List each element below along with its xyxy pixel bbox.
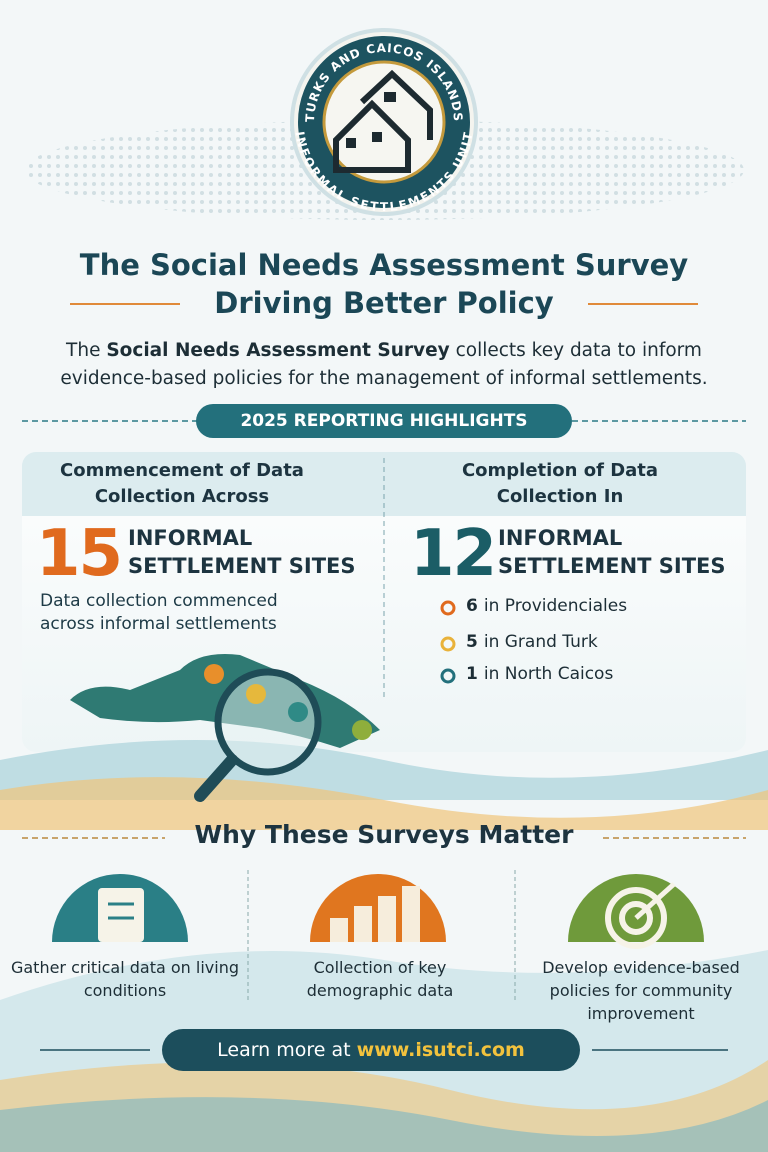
breakdown-item: 5 in Grand Turk xyxy=(466,632,598,652)
right-heading: Completion of Data Collection In xyxy=(461,460,659,507)
breakdown-place: in Grand Turk xyxy=(483,632,598,652)
intro-bold: Social Needs Assessment Survey xyxy=(106,340,450,361)
footer-prefix: Learn more at xyxy=(217,1039,357,1061)
title-line-2: Driving Better Policy xyxy=(214,286,554,320)
footer-url[interactable]: www.isutci.com xyxy=(356,1039,525,1061)
intro-suffix: collects key data to inform evidence-bas… xyxy=(60,340,708,389)
intro: The Social Needs Assessment Survey colle… xyxy=(40,337,728,393)
breakdown-count: 6 xyxy=(466,596,478,616)
left-note: Data collection commenced across informa… xyxy=(40,591,278,634)
title-line-1: The Social Needs Assessment Survey xyxy=(79,248,689,282)
left-unit-1: INFORMAL xyxy=(128,526,253,550)
breakdown-place: in Providenciales xyxy=(483,596,628,616)
why-item: Gather critical data on living condition… xyxy=(10,958,240,1000)
breakdown-place: in North Caicos xyxy=(483,664,614,684)
why-item: Develop evidence-based policies for comm… xyxy=(542,958,740,1023)
breakdown-item: 6 in Providenciales xyxy=(466,596,627,616)
why-title: Why These Surveys Matter xyxy=(194,820,574,849)
right-unit-1: INFORMAL xyxy=(498,526,623,550)
breakdown-count: 1 xyxy=(466,664,478,684)
why-item: Collection of key demographic data xyxy=(306,958,454,1000)
footer-link[interactable]: Learn more at www.isutci.com xyxy=(162,1029,580,1071)
breakdown-count: 5 xyxy=(466,632,478,652)
left-heading: Commencement of Data Collection Across xyxy=(60,460,304,507)
intro-prefix: The xyxy=(66,340,107,361)
left-unit-2: SETTLEMENT SITES xyxy=(128,554,356,578)
highlights-label: 2025 REPORTING HIGHLIGHTS xyxy=(196,404,572,438)
right-unit-2: SETTLEMENT SITES xyxy=(498,554,726,578)
right-number: 12 xyxy=(410,517,497,591)
left-number: 15 xyxy=(36,517,123,591)
breakdown-item: 1 in North Caicos xyxy=(466,664,613,684)
